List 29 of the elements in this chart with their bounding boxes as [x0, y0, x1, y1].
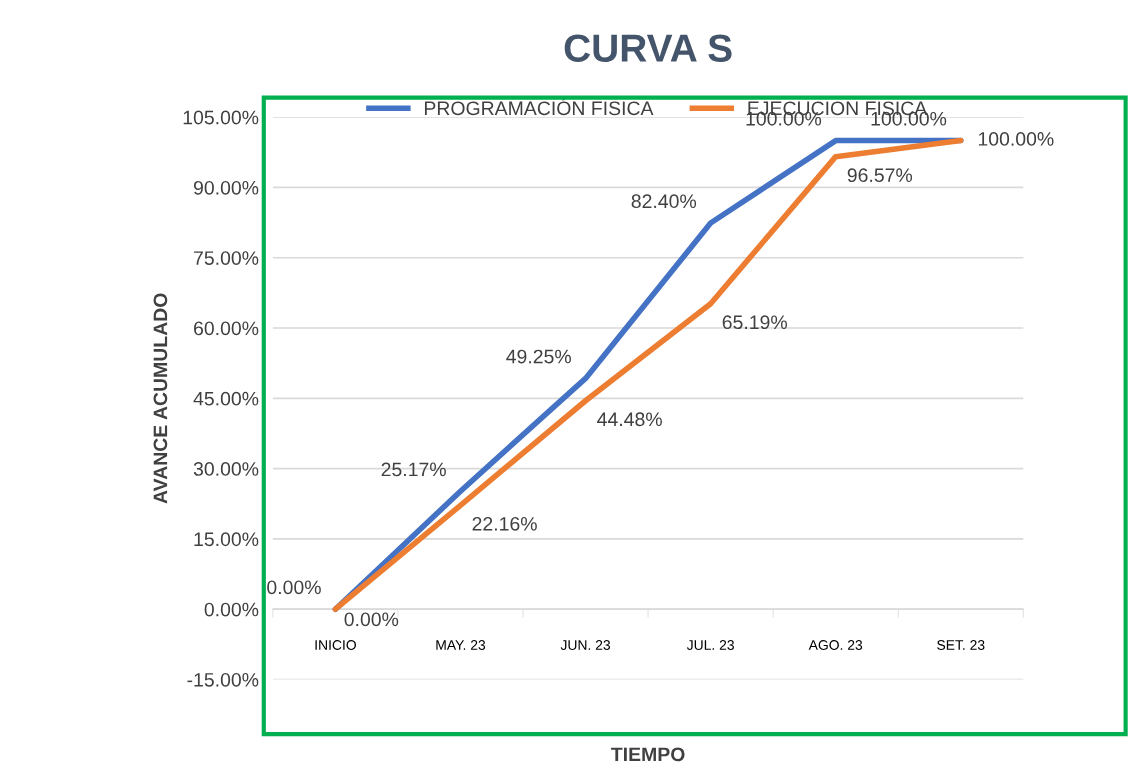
y-tick-label: -15.00% [187, 672, 259, 687]
x-tick-label: AGO. 23 [808, 640, 863, 650]
data-label: 100.00% [978, 132, 1054, 146]
y-axis-title: AVANCE ACUMULADO [153, 293, 168, 504]
y-tick-label: 105.00% [183, 110, 259, 125]
x-tick-label: MAY. 23 [436, 640, 486, 650]
x-tick-label: INICIO [315, 640, 356, 650]
data-label: 65.19% [722, 315, 787, 330]
y-tick-label: 15.00% [194, 532, 259, 547]
data-label: 0.00% [344, 612, 399, 627]
y-tick-label: 75.00% [194, 251, 259, 265]
y-tick-label: 90.00% [193, 180, 259, 195]
legend-label: PROGRAMACIÓN FISICA [424, 98, 654, 116]
data-label: 49.25% [506, 349, 571, 364]
data-label: 96.57% [847, 168, 913, 183]
x-tick-label: JUN. 23 [560, 640, 611, 650]
y-tick-label: 0.00% [204, 602, 259, 617]
x-tick-label: JUL. 23 [686, 640, 734, 650]
data-label: 0.00% [267, 580, 321, 595]
chart-title: CURVA S [564, 34, 732, 62]
y-tick-label: 30.00% [193, 462, 259, 476]
y-tick-label: 45.00% [193, 391, 259, 406]
x-axis-title: TIEMPO [611, 747, 685, 762]
data-label: 25.17% [381, 462, 446, 477]
x-tick-label: SET. 23 [937, 640, 985, 650]
data-label: 44.48% [597, 412, 662, 427]
y-tick-label: 60.00% [194, 321, 259, 336]
data-label: 22.16% [472, 516, 537, 531]
data-label: 82.40% [631, 194, 697, 209]
